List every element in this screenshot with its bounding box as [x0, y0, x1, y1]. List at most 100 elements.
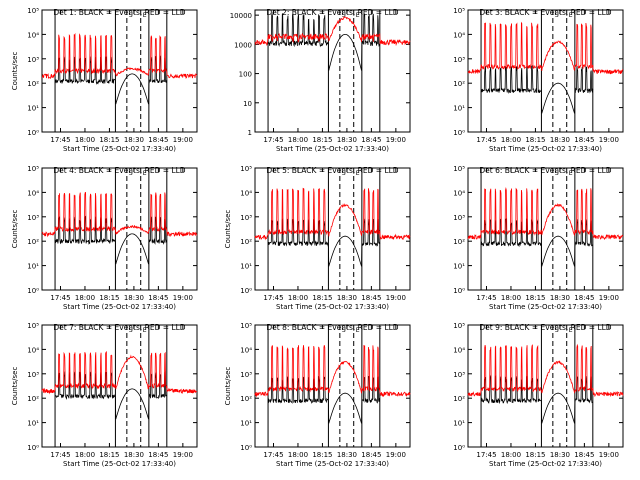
x-tick-label: 18:00 — [75, 451, 95, 459]
marker-tag: E — [356, 327, 360, 334]
panel-title: Det 9: BLACK = Events, RED = LLD — [479, 323, 611, 332]
y-tick-label: 10² — [453, 80, 465, 88]
x-tick-label: 18:45 — [148, 451, 168, 459]
marker-tag: S — [129, 170, 133, 177]
x-tick-label: 18:00 — [75, 136, 95, 144]
x-tick-label: 19:00 — [173, 136, 193, 144]
x-tick-label: 17:45 — [263, 136, 283, 144]
x-tick-label: 18:45 — [148, 294, 168, 302]
x-tick-label: 18:30 — [124, 451, 144, 459]
x-tick-label: 18:30 — [550, 451, 570, 459]
marker-tag: S — [129, 327, 133, 334]
detector-panel-3: 10⁰ 10¹ 10² 10³ 10⁴ 10⁵ 17:45 18:00 18:15 18:30 18… — [453, 7, 624, 153]
y-tick-label: 10⁵ — [453, 7, 465, 15]
marker-tag: E — [356, 12, 360, 19]
y-tick-label: 10⁴ — [240, 346, 252, 354]
detector-panel-4: 10⁰ 10¹ 10² 10³ 10⁴ 10⁵ 17:45 18:00 18:15 18:30 18… — [11, 165, 198, 311]
y-tick-label: 10³ — [27, 371, 39, 379]
x-tick-label: 17:45 — [476, 136, 496, 144]
y-tick-label: 10⁰ — [453, 287, 465, 295]
marker-tag: E — [356, 170, 360, 177]
detector-panel-1: 10⁰ 10¹ 10² 10³ 10⁴ 10⁵ 17:45 18:00 18:15 18:30 18… — [11, 7, 198, 153]
y-tick-label: 10⁵ — [453, 322, 465, 330]
lld-series-line — [41, 191, 198, 238]
lld-series-line — [467, 21, 623, 75]
y-tick-label: 10⁴ — [27, 31, 39, 39]
lld-series-line — [254, 187, 411, 241]
x-tick-label: 18:15 — [99, 294, 119, 302]
y-tick-label: 10⁰ — [453, 444, 465, 452]
y-tick-label: 10⁰ — [27, 444, 39, 452]
y-tick-label: 10⁵ — [27, 7, 39, 15]
lld-series-line — [254, 16, 411, 47]
x-tick-label: 18:30 — [337, 294, 357, 302]
x-axis-label: Start Time (25-Oct-02 17:33:40) — [489, 303, 602, 311]
x-axis-label: Start Time (25-Oct-02 17:33:40) — [489, 460, 602, 468]
y-axis-label: Counts/sec — [11, 52, 19, 91]
y-tick-label: 10⁰ — [240, 444, 252, 452]
y-tick-label: 10⁴ — [240, 189, 252, 197]
marker-tag: S — [342, 327, 346, 334]
detector-panel-7: 10⁰ 10¹ 10² 10³ 10⁴ 10⁵ 17:45 18:00 18:15 18:30 18… — [11, 322, 198, 468]
lld-series-line — [41, 351, 198, 395]
y-tick-label: 10¹ — [240, 420, 252, 428]
x-tick-label: 19:00 — [173, 451, 193, 459]
lld-series-line — [254, 344, 411, 398]
y-tick-label: 10² — [27, 238, 39, 246]
x-tick-label: 17:45 — [50, 136, 70, 144]
x-tick-label: 19:00 — [386, 451, 406, 459]
y-tick-label: 10² — [27, 395, 39, 403]
x-tick-label: 18:15 — [99, 136, 119, 144]
x-tick-label: 17:45 — [476, 451, 496, 459]
y-tick-label: 100 — [239, 71, 252, 79]
x-tick-label: 18:45 — [361, 451, 381, 459]
detector-panel-6: 10⁰ 10¹ 10² 10³ 10⁴ 10⁵ 17:45 18:00 18:15 18:30 18… — [453, 165, 624, 311]
x-tick-label: 17:45 — [263, 294, 283, 302]
y-tick-label: 10² — [240, 238, 252, 246]
lld-series-line — [41, 32, 198, 80]
x-tick-label: 18:00 — [288, 136, 308, 144]
y-tick-label: 10¹ — [27, 420, 39, 428]
detector-panel-5: 10⁰ 10¹ 10² 10³ 10⁴ 10⁵ 17:45 18:00 18:15 18:30 18… — [224, 165, 411, 311]
marker-tag: E — [143, 327, 147, 334]
x-tick-label: 17:45 — [476, 294, 496, 302]
marker-tag: E — [569, 12, 573, 19]
x-tick-label: 18:00 — [75, 294, 95, 302]
marker-tag: E — [569, 327, 573, 334]
y-tick-label: 10⁰ — [27, 287, 39, 295]
x-axis-label: Start Time (25-Oct-02 17:33:40) — [63, 145, 176, 153]
x-tick-label: 18:00 — [501, 451, 521, 459]
y-tick-label: 10⁰ — [453, 129, 465, 137]
marker-tag: S — [555, 170, 559, 177]
y-axis-label: Counts/sec — [224, 367, 232, 406]
x-tick-label: 19:00 — [386, 136, 406, 144]
panel-title: Det 4: BLACK = Events, RED = LLD — [53, 166, 185, 175]
y-tick-label: 10⁴ — [453, 189, 465, 197]
y-axis-label: Counts/sec — [11, 367, 19, 406]
y-tick-label: 10⁵ — [240, 165, 252, 173]
y-tick-label: 10⁵ — [240, 322, 252, 330]
marker-tag: S — [555, 12, 559, 19]
marker-tag: S — [342, 170, 346, 177]
y-tick-label: 10³ — [27, 56, 39, 64]
detector-panel-9: 10⁰ 10¹ 10² 10³ 10⁴ 10⁵ 17:45 18:00 18:15 18:30 18… — [453, 322, 624, 468]
x-tick-label: 17:45 — [50, 294, 70, 302]
y-tick-label: 10¹ — [27, 263, 39, 271]
x-tick-label: 17:45 — [263, 451, 283, 459]
y-axis-label: Counts/sec — [224, 210, 232, 249]
lld-series-line — [467, 343, 624, 398]
panel-title: Det 7: BLACK = Events, RED = LLD — [53, 323, 185, 332]
x-tick-label: 17:45 — [50, 451, 70, 459]
x-tick-label: 18:30 — [337, 451, 357, 459]
y-tick-label: 10⁴ — [27, 189, 39, 197]
x-tick-label: 18:15 — [99, 451, 119, 459]
detector-panel-2: 1 10 100 1000 10000 17:45 18:00 18:15 18:30 18:45… — [230, 8, 411, 153]
y-tick-label: 10³ — [27, 214, 39, 222]
x-tick-label: 19:00 — [173, 294, 193, 302]
y-tick-label: 10³ — [453, 56, 465, 64]
y-tick-label: 10³ — [240, 214, 252, 222]
y-tick-label: 10⁵ — [453, 165, 465, 173]
y-tick-label: 10³ — [240, 371, 252, 379]
x-tick-label: 18:00 — [288, 451, 308, 459]
